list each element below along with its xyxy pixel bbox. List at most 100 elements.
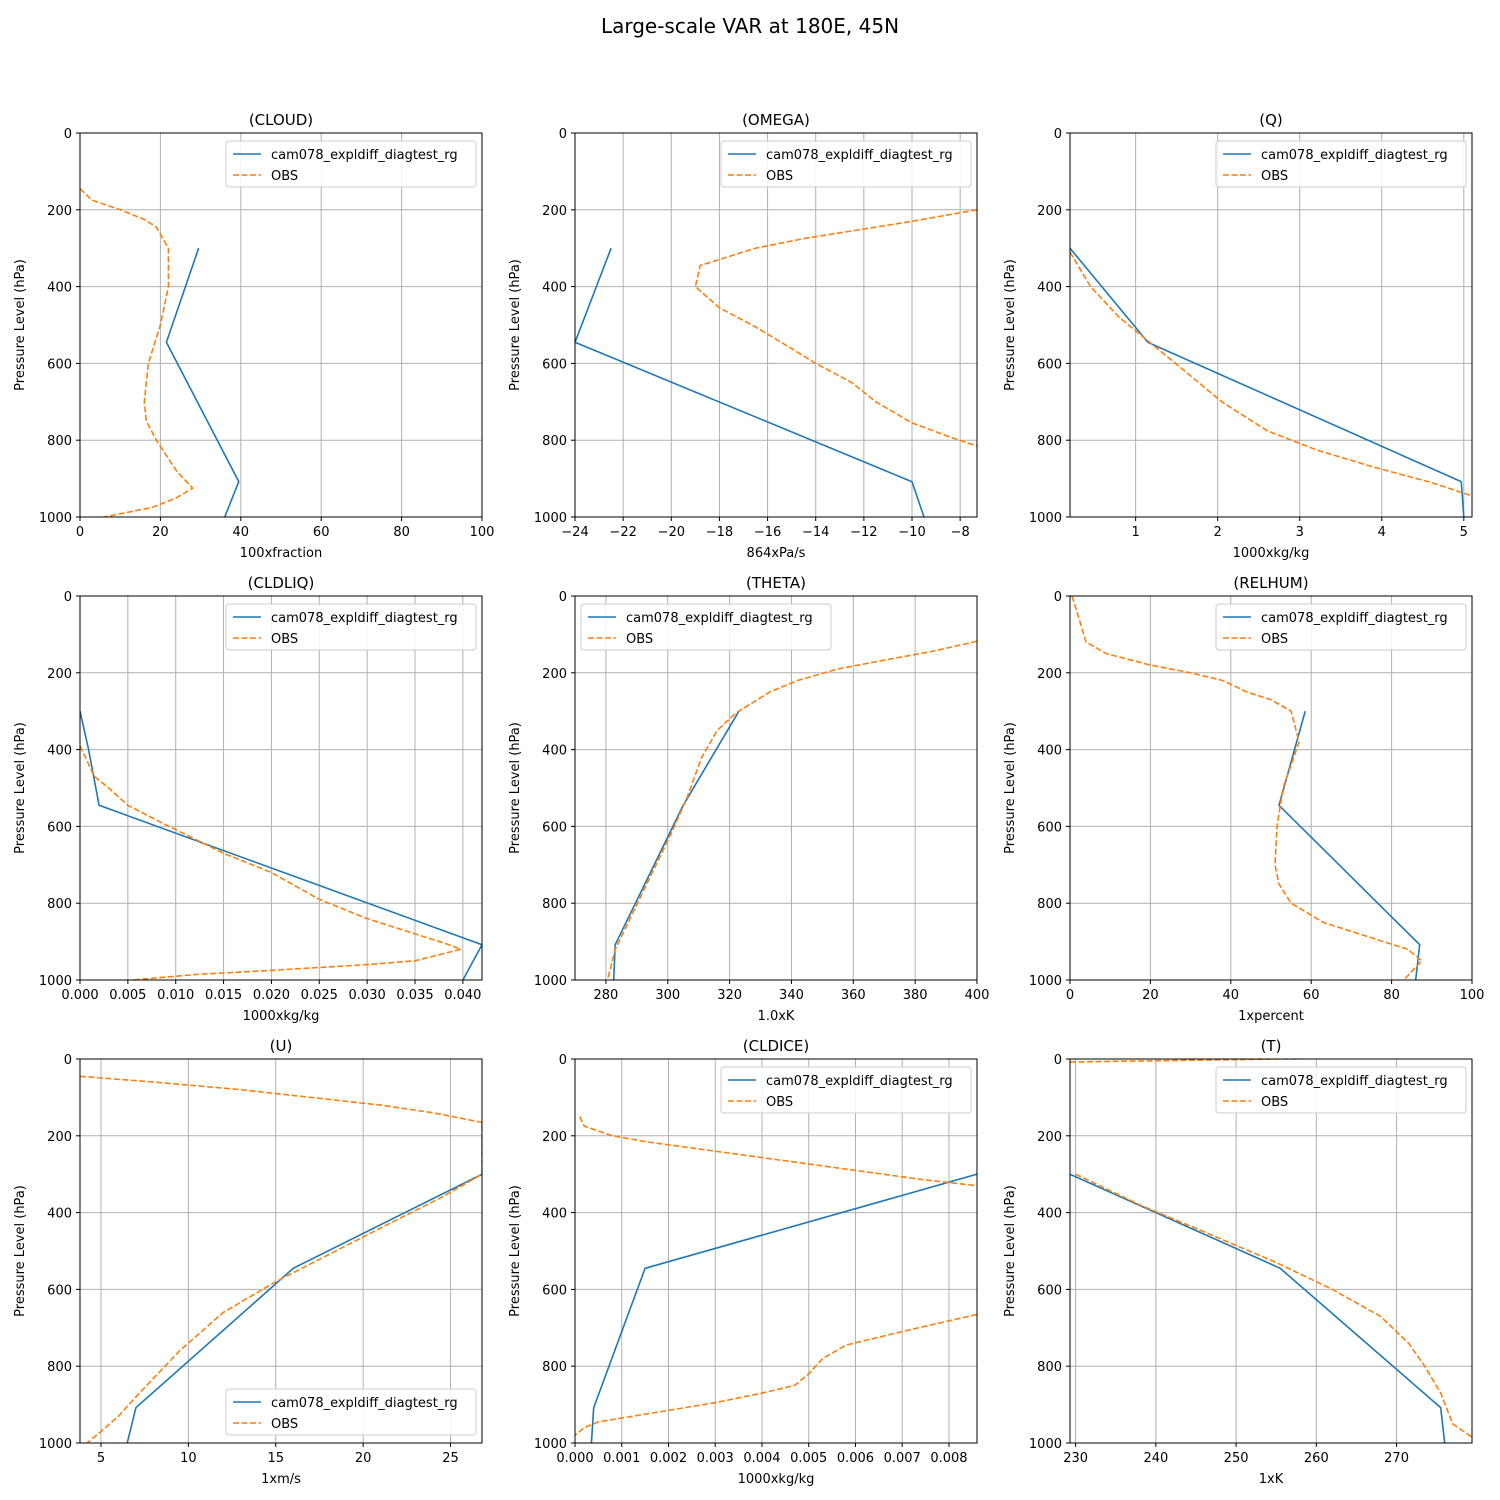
- legend-label: OBS: [626, 632, 653, 647]
- model-series-line: [590, 1173, 977, 1443]
- y-tick-label: 0: [64, 590, 72, 605]
- y-tick-label: 400: [542, 1207, 567, 1222]
- x-tick-label: 380: [903, 988, 928, 1003]
- y-tick-label: 600: [47, 1283, 72, 1298]
- legend-label: cam078_expldiff_diagtest_rg: [626, 611, 813, 626]
- x-tick-label: 0.005: [790, 1451, 827, 1466]
- y-tick-label: 600: [542, 820, 567, 835]
- obs-series-line: [575, 1313, 977, 1436]
- legend-label: OBS: [1261, 1095, 1288, 1110]
- x-tick-label: 15: [267, 1451, 284, 1466]
- x-axis-label: 1.0xK: [758, 1009, 795, 1024]
- x-tick-label: 0.006: [837, 1451, 874, 1466]
- y-tick-label: 0: [559, 127, 567, 142]
- y-tick-label: 200: [542, 1130, 567, 1145]
- x-tick-label: 0.001: [603, 1451, 640, 1466]
- y-axis-label: Pressure Level (hPa): [508, 722, 523, 854]
- subplot-theta: 280 300 320 340 360 380 400 0 200 400 600 800 1000 (T…: [508, 574, 989, 1024]
- y-tick-label: 1000: [1029, 974, 1062, 989]
- y-axis-label: Pressure Level (hPa): [1003, 1185, 1018, 1317]
- x-tick-label: 230: [1063, 1451, 1088, 1466]
- y-tick-label: 800: [1037, 897, 1062, 912]
- legend-label: cam078_expldiff_diagtest_rg: [1261, 1074, 1448, 1089]
- y-tick-label: 200: [1037, 1130, 1062, 1145]
- y-tick-label: 400: [47, 1207, 72, 1222]
- x-tick-label: −24: [561, 525, 588, 540]
- legend: cam078_expldiff_diagtest_rg OBS: [720, 140, 972, 188]
- y-tick-label: 1000: [534, 974, 567, 989]
- obs-series-line: [1070, 1059, 1301, 1063]
- y-tick-label: 400: [1037, 744, 1062, 759]
- y-axis-label: Pressure Level (hPa): [1003, 722, 1018, 854]
- subplot-title: (CLDLIQ): [248, 574, 315, 592]
- x-tick-label: 20: [1142, 988, 1159, 1003]
- y-tick-label: 200: [47, 667, 72, 682]
- x-tick-label: −18: [706, 525, 733, 540]
- model-series-line: [1070, 1173, 1446, 1443]
- legend-box: [225, 140, 477, 188]
- axes-frame: [79, 132, 483, 518]
- subplot-title: (U): [270, 1037, 293, 1055]
- x-tick-label: 2: [1214, 525, 1222, 540]
- x-tick-label: 0.035: [396, 988, 433, 1003]
- x-tick-label: 0.002: [650, 1451, 687, 1466]
- subplot-title: (RELHUM): [1233, 574, 1308, 592]
- y-tick-label: 0: [1054, 127, 1062, 142]
- x-tick-label: −22: [609, 525, 636, 540]
- x-tick-label: 400: [965, 988, 990, 1003]
- y-tick-label: 1000: [39, 974, 72, 989]
- subplot-title: (Q): [1259, 111, 1283, 129]
- y-axis-label: Pressure Level (hPa): [508, 1185, 523, 1317]
- legend-label: cam078_expldiff_diagtest_rg: [271, 1396, 458, 1411]
- obs-series-line: [694, 209, 977, 447]
- x-axis-label: 1xm/s: [261, 1472, 301, 1487]
- subplot-relhum: 0 20 40 60 80 10002004006008001000(RELHUM)1xp…: [1003, 574, 1484, 1024]
- subplot-title: (T): [1261, 1037, 1282, 1055]
- subplot-title: (CLOUD): [249, 111, 313, 129]
- model-series-line: [575, 247, 925, 517]
- y-tick-label: 1000: [1029, 511, 1062, 526]
- model-series-line: [1278, 710, 1421, 980]
- subplot-omega: −24 −22 −20 −18 −16 −14 −12 −10 −8 0 200 400 600 800 1…: [508, 111, 978, 561]
- legend: cam078_expldiff_diagtest_rg OBS: [225, 140, 477, 188]
- y-tick-label: 0: [64, 127, 72, 142]
- y-tick-label: 1000: [1029, 1437, 1062, 1452]
- y-tick-label: 1000: [534, 1437, 567, 1452]
- subplot-t: 230 240 250 260 270 0 200 400 600 800 1000 (T) 1xK Pr…: [1003, 1037, 1473, 1487]
- x-tick-label: 60: [313, 525, 330, 540]
- x-tick-label: 280: [594, 988, 619, 1003]
- x-tick-label: 3: [1296, 525, 1304, 540]
- y-tick-label: 0: [64, 1053, 72, 1068]
- legend: cam078_expldiff_diagtest_rg OBS: [225, 603, 477, 651]
- legend-label: cam078_expldiff_diagtest_rg: [1261, 611, 1448, 626]
- x-tick-label: 20: [152, 525, 169, 540]
- x-tick-label: 0.008: [930, 1451, 967, 1466]
- legend-box: [225, 603, 477, 651]
- y-tick-label: 600: [1037, 820, 1062, 835]
- y-tick-label: 400: [542, 281, 567, 296]
- y-tick-label: 600: [1037, 357, 1062, 372]
- axes-frame: [1069, 1058, 1473, 1444]
- legend: cam078_expldiff_diagtest_rg OBS: [1215, 140, 1467, 188]
- x-tick-label: 270: [1384, 1451, 1409, 1466]
- y-axis-label: Pressure Level (hPa): [508, 259, 523, 391]
- subplot-q: 1 2 3 4 5 0 200 400 600 800 1000 (Q) 1000xkg/kg Press…: [1003, 111, 1473, 561]
- y-tick-label: 600: [47, 820, 72, 835]
- y-tick-label: 400: [1037, 281, 1062, 296]
- subplot-cldliq: 0.000 0.005 0.010 0.015 0.020 0.025 0.030 0.035…: [13, 574, 483, 1024]
- legend: cam078_expldiff_diagtest_rg OBS: [1215, 1066, 1467, 1114]
- x-tick-label: 80: [1383, 988, 1400, 1003]
- model-series-line: [80, 711, 482, 980]
- obs-series-line: [80, 188, 194, 517]
- x-tick-label: 0.003: [697, 1451, 734, 1466]
- x-tick-label: 60: [1303, 988, 1320, 1003]
- legend-label: cam078_expldiff_diagtest_rg: [1261, 148, 1448, 163]
- legend-label: OBS: [1261, 169, 1288, 184]
- x-tick-label: 0.010: [157, 988, 194, 1003]
- y-tick-label: 200: [1037, 204, 1062, 219]
- model-series-line: [1070, 247, 1465, 517]
- x-axis-label: 1000xkg/kg: [1233, 546, 1310, 561]
- x-tick-label: −10: [898, 525, 925, 540]
- y-tick-label: 600: [542, 1283, 567, 1298]
- x-axis-label: 1xK: [1259, 1472, 1284, 1487]
